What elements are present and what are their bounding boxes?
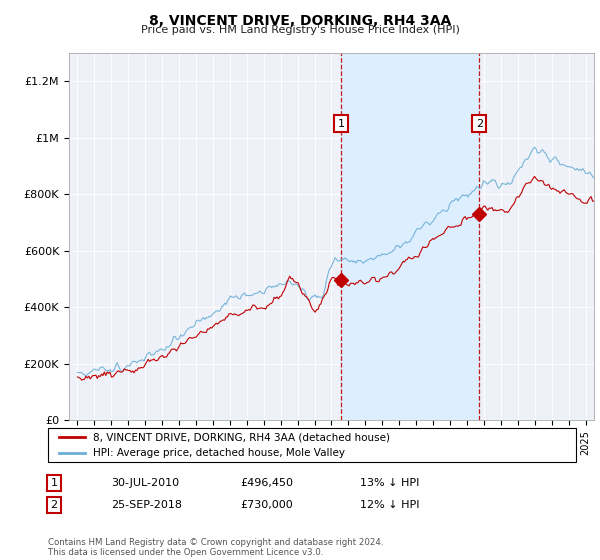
Text: 2: 2: [50, 500, 58, 510]
Text: 1: 1: [50, 478, 58, 488]
Text: £730,000: £730,000: [240, 500, 293, 510]
Text: Price paid vs. HM Land Registry's House Price Index (HPI): Price paid vs. HM Land Registry's House …: [140, 25, 460, 35]
Bar: [341, 53, 479, 420]
Text: 8, VINCENT DRIVE, DORKING, RH4 3AA (detached house): 8, VINCENT DRIVE, DORKING, RH4 3AA (deta…: [93, 432, 390, 442]
Text: 12% ↓ HPI: 12% ↓ HPI: [360, 500, 419, 510]
Text: 30-JUL-2010: 30-JUL-2010: [111, 478, 179, 488]
Text: 13% ↓ HPI: 13% ↓ HPI: [360, 478, 419, 488]
Text: £496,450: £496,450: [240, 478, 293, 488]
Text: 8, VINCENT DRIVE, DORKING, RH4 3AA: 8, VINCENT DRIVE, DORKING, RH4 3AA: [149, 14, 451, 28]
Text: 25-SEP-2018: 25-SEP-2018: [111, 500, 182, 510]
Text: HPI: Average price, detached house, Mole Valley: HPI: Average price, detached house, Mole…: [93, 448, 345, 458]
Text: 2: 2: [476, 119, 483, 129]
Text: Contains HM Land Registry data © Crown copyright and database right 2024.
This d: Contains HM Land Registry data © Crown c…: [48, 538, 383, 557]
Text: 1: 1: [338, 119, 345, 129]
